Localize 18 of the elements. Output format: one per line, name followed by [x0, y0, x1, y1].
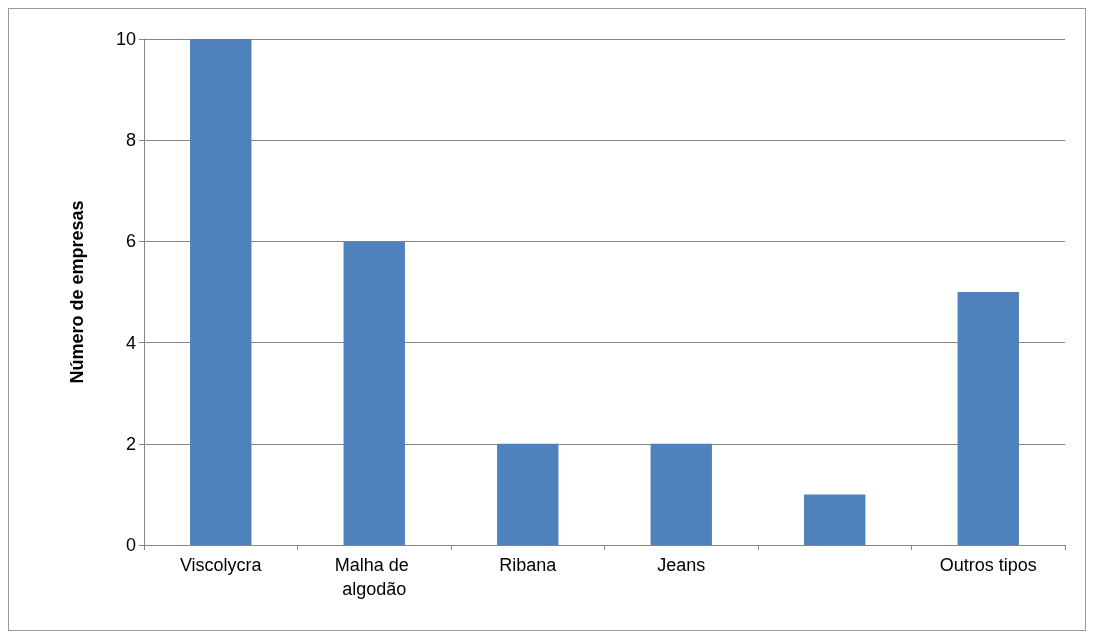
y-tick-label: 6 [125, 231, 136, 252]
y-tick-label: 8 [125, 130, 136, 151]
x-tick-label: Viscolycra [179, 555, 263, 575]
y-tick-label: 10 [115, 29, 136, 49]
bar [343, 241, 405, 545]
bar [497, 443, 559, 545]
y-tick-label: 2 [125, 433, 136, 454]
bar [650, 443, 712, 545]
x-tick-label: Ribana [499, 555, 558, 575]
y-tick-label: 4 [125, 332, 136, 353]
x-tick-label: Outros tipos [939, 555, 1037, 575]
x-tick-label: Jeans [657, 555, 706, 575]
y-axis-title: Número de empresas [67, 200, 87, 384]
bar [957, 292, 1019, 545]
bar [804, 494, 866, 545]
bar [190, 39, 252, 545]
y-tick-label: 0 [125, 535, 136, 555]
x-tick-label: Malha de algodão [334, 555, 414, 599]
